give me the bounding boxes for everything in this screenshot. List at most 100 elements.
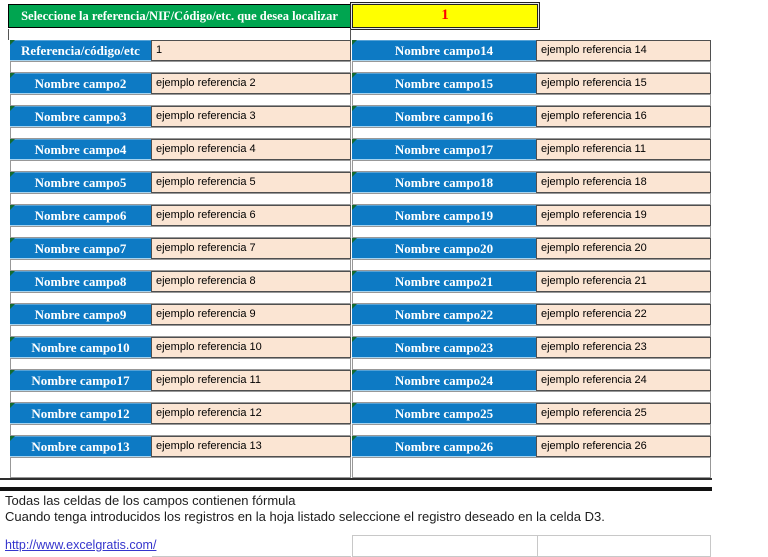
field-value-cell[interactable]: ejemplo referencia 24 (536, 370, 711, 391)
field-label-cell: Nombre campo17 (352, 139, 536, 160)
formula-indicator-icon (352, 403, 357, 408)
field-label-text: Nombre campo19 (394, 208, 494, 223)
field-label-text: Nombre campo7 (34, 241, 127, 256)
grid-spacer-row (10, 292, 351, 304)
field-label-text: Nombre campo17 (394, 142, 494, 157)
field-label-text: Nombre campo4 (34, 142, 127, 157)
grid-spacer-row (10, 61, 351, 73)
grid-spacer-row (10, 424, 351, 436)
field-value-cell[interactable]: ejemplo referencia 11 (536, 139, 711, 160)
field-value-cell[interactable]: ejemplo referencia 8 (151, 271, 351, 292)
field-label-cell: Nombre campo22 (352, 304, 536, 325)
field-label-cell: Nombre campo19 (352, 205, 536, 226)
field-label-cell: Nombre campo17 (10, 370, 151, 391)
field-value-cell[interactable]: ejemplo referencia 21 (536, 271, 711, 292)
record-selector-value[interactable]: 1 (352, 4, 538, 28)
formula-indicator-icon (10, 73, 15, 78)
field-label-text: Nombre campo10 (31, 340, 130, 355)
field-value-cell[interactable]: ejemplo referencia 22 (536, 304, 711, 325)
selection-prompt-cell: Seleccione la referencia/NIF/Código/etc.… (8, 4, 351, 28)
field-label-text: Nombre campo17 (31, 373, 130, 388)
grid-spacer-row (352, 94, 711, 106)
grid-spacer-row (352, 292, 711, 304)
formula-indicator-icon (352, 337, 357, 342)
field-value-cell[interactable]: ejemplo referencia 3 (151, 106, 351, 127)
formula-indicator-icon (10, 337, 15, 342)
formula-indicator-icon (352, 73, 357, 78)
field-value-cell[interactable]: 1 (151, 40, 351, 61)
field-label-text: Nombre campo22 (394, 307, 494, 322)
field-value-cell[interactable]: ejemplo referencia 5 (151, 172, 351, 193)
grid-spacer-row (10, 94, 351, 106)
empty-grid-cells (352, 535, 711, 557)
formula-indicator-icon (352, 40, 357, 45)
formula-indicator-icon (10, 436, 15, 441)
field-value-cell[interactable]: ejemplo referencia 20 (536, 238, 711, 259)
field-value-cell[interactable]: ejemplo referencia 23 (536, 337, 711, 358)
field-label-text: Nombre campo13 (31, 439, 130, 454)
grid-spacer-row (10, 226, 351, 238)
grid-spacer-row (10, 193, 351, 205)
formula-indicator-icon (10, 370, 15, 375)
formula-indicator-icon (10, 238, 15, 243)
field-label-text: Nombre campo21 (394, 274, 494, 289)
field-value-cell[interactable]: ejemplo referencia 6 (151, 205, 351, 226)
grid-spacer-row (352, 61, 711, 73)
formula-indicator-icon (10, 205, 15, 210)
grid-spacer-row (352, 424, 711, 436)
field-value-cell[interactable]: ejemplo referencia 18 (536, 172, 711, 193)
grid-spacer-row (352, 160, 711, 172)
grid-divider (537, 536, 538, 556)
formula-indicator-icon (352, 436, 357, 441)
field-value-cell[interactable]: ejemplo referencia 25 (536, 403, 711, 424)
gridline-segment (8, 29, 9, 40)
field-value-cell[interactable]: ejemplo referencia 12 (151, 403, 351, 424)
separator-line-thin (0, 478, 712, 480)
field-value-cell[interactable]: ejemplo referencia 15 (536, 73, 711, 94)
formula-indicator-icon (10, 271, 15, 276)
field-value-cell[interactable]: ejemplo referencia 16 (536, 106, 711, 127)
field-label-cell: Nombre campo13 (10, 436, 151, 457)
grid-spacer-row (10, 457, 351, 478)
field-label-cell: Nombre campo2 (10, 73, 151, 94)
field-value-cell[interactable]: ejemplo referencia 19 (536, 205, 711, 226)
field-label-text: Nombre campo3 (34, 109, 127, 124)
formula-indicator-icon (352, 139, 357, 144)
formula-indicator-icon (352, 172, 357, 177)
field-label-text: Nombre campo25 (394, 406, 494, 421)
formula-indicator-icon (352, 238, 357, 243)
grid-spacer-row (352, 127, 711, 139)
field-label-text: Nombre campo9 (34, 307, 127, 322)
field-label-text: Nombre campo23 (394, 340, 494, 355)
website-link[interactable]: http://www.excelgratis.com/ (5, 538, 157, 552)
field-value-cell[interactable]: ejemplo referencia 7 (151, 238, 351, 259)
field-label-text: Nombre campo24 (394, 373, 494, 388)
grid-spacer-row (352, 391, 711, 403)
grid-spacer-row (10, 259, 351, 271)
field-value-cell[interactable]: ejemplo referencia 14 (536, 40, 711, 61)
field-label-cell: Nombre campo21 (352, 271, 536, 292)
gridline-segment (350, 29, 351, 40)
field-value-cell[interactable]: ejemplo referencia 13 (151, 436, 351, 457)
field-label-text: Nombre campo16 (394, 109, 494, 124)
grid-spacer-row (352, 193, 711, 205)
grid-spacer-row (10, 127, 351, 139)
formula-indicator-icon (10, 139, 15, 144)
field-value-cell[interactable]: ejemplo referencia 11 (151, 370, 351, 391)
grid-spacer-row (10, 160, 351, 172)
field-value-cell[interactable]: ejemplo referencia 10 (151, 337, 351, 358)
field-label-text: Referencia/código/etc (21, 43, 140, 58)
formula-indicator-icon (352, 370, 357, 375)
field-value-cell[interactable]: ejemplo referencia 26 (536, 436, 711, 457)
field-label-text: Nombre campo20 (394, 241, 494, 256)
footer-note-2: Cuando tenga introducidos los registros … (5, 509, 605, 524)
formula-indicator-icon (352, 304, 357, 309)
grid-spacer-row (10, 358, 351, 370)
field-value-cell[interactable]: ejemplo referencia 9 (151, 304, 351, 325)
grid-spacer-row (10, 391, 351, 403)
field-value-cell[interactable]: ejemplo referencia 4 (151, 139, 351, 160)
formula-indicator-icon (10, 403, 15, 408)
field-value-cell[interactable]: ejemplo referencia 2 (151, 73, 351, 94)
record-selector-cell[interactable]: 1 (350, 2, 540, 30)
